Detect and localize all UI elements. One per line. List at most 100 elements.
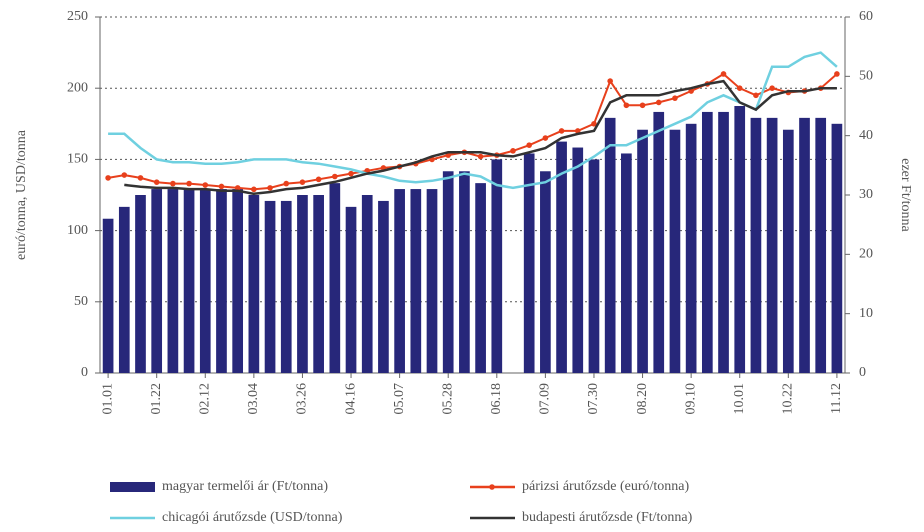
marker [753,92,759,99]
bar [782,129,794,373]
bar [621,153,632,373]
y-tick-label: 250 [67,9,88,24]
marker [137,175,144,181]
bar [378,200,389,373]
x-tick-label: 10.22 [781,383,796,415]
bar [183,189,195,373]
marker [639,102,646,109]
bar [750,117,762,373]
bar [604,117,616,373]
bar [766,117,778,373]
bar [831,123,843,373]
marker [153,179,160,185]
line [107,72,838,191]
marker [234,185,241,191]
y2-tick-label: 0 [859,365,866,380]
y2-tick-label: 40 [859,128,873,143]
bar [199,189,211,373]
bar [653,111,665,373]
marker [251,186,257,193]
y-tick-label: 150 [67,152,88,167]
marker [170,180,176,187]
bar [313,195,324,373]
legend-label: magyar termelői ár (Ft/tonna) [162,479,328,494]
bar [637,129,648,373]
bar [264,200,276,373]
bar [669,129,681,373]
y-tick-label: 200 [67,80,88,95]
legend-marker [489,484,495,490]
marker [477,153,484,160]
x-tick-label: 10.01 [732,383,747,415]
y-tick-label: 50 [74,294,88,309]
x-tick-label: 01.01 [100,383,115,415]
bar [410,189,422,373]
bar [280,200,292,373]
x-tick-label: 05.28 [440,383,455,415]
y2-tick-label: 10 [859,306,873,321]
x-tick-label: 03.04 [246,383,261,415]
marker [591,121,597,127]
marker [834,71,840,77]
x-tick-label: 09.10 [683,383,698,415]
x-tick-label: 08.20 [635,383,650,415]
bar [588,159,600,373]
bar [491,159,503,373]
bar [459,171,470,373]
marker [558,128,565,134]
bar [475,183,486,373]
marker [218,183,225,190]
legend-swatch [110,482,155,492]
y2-tick-label: 60 [859,9,873,24]
marker [655,99,662,106]
marker [283,180,290,187]
marker [121,172,128,178]
bar [297,195,308,373]
bar [102,218,114,373]
x-tick-label: 03.26 [295,383,310,415]
bar [540,171,551,373]
marker [105,175,111,181]
y-tick-label: 0 [81,365,88,380]
marker [315,176,322,183]
bar [799,117,810,373]
marker [769,85,775,91]
marker [348,170,354,177]
bar [216,189,227,373]
bar [426,189,438,373]
marker [574,128,581,134]
bar [118,206,130,373]
line [108,51,838,190]
x-tick-label: 07.09 [538,383,553,415]
bar [135,195,146,373]
bar [815,117,827,373]
marker [299,179,306,185]
marker [607,78,613,84]
bar [232,189,244,373]
y-axis-title: euró/tonna, USD/tonna [14,129,29,260]
x-tick-label: 04.16 [343,383,358,415]
x-tick-label: 11.12 [829,383,844,414]
marker [720,71,727,77]
x-tick-label: 02.12 [197,383,212,415]
marker [202,182,209,188]
bar [345,206,357,373]
marker [542,135,549,141]
marker [510,148,516,154]
marker [267,185,273,191]
marker [736,85,743,91]
y2-tick-label: 20 [859,247,873,262]
bar [151,189,163,373]
y2-tick-label: 30 [859,187,873,202]
y-tick-label: 100 [67,223,88,238]
bar [329,183,341,373]
bar [572,147,584,373]
y2-axis-title: ezer Ft/tonna [898,158,913,232]
bar [361,195,373,373]
legend-label: chicagói árutőzsde (USD/tonna) [162,510,343,525]
legend-label: budapesti árutőzsde (Ft/tonna) [522,510,693,525]
marker [623,102,630,109]
bar [394,189,405,373]
y2-tick-label: 50 [859,69,873,84]
